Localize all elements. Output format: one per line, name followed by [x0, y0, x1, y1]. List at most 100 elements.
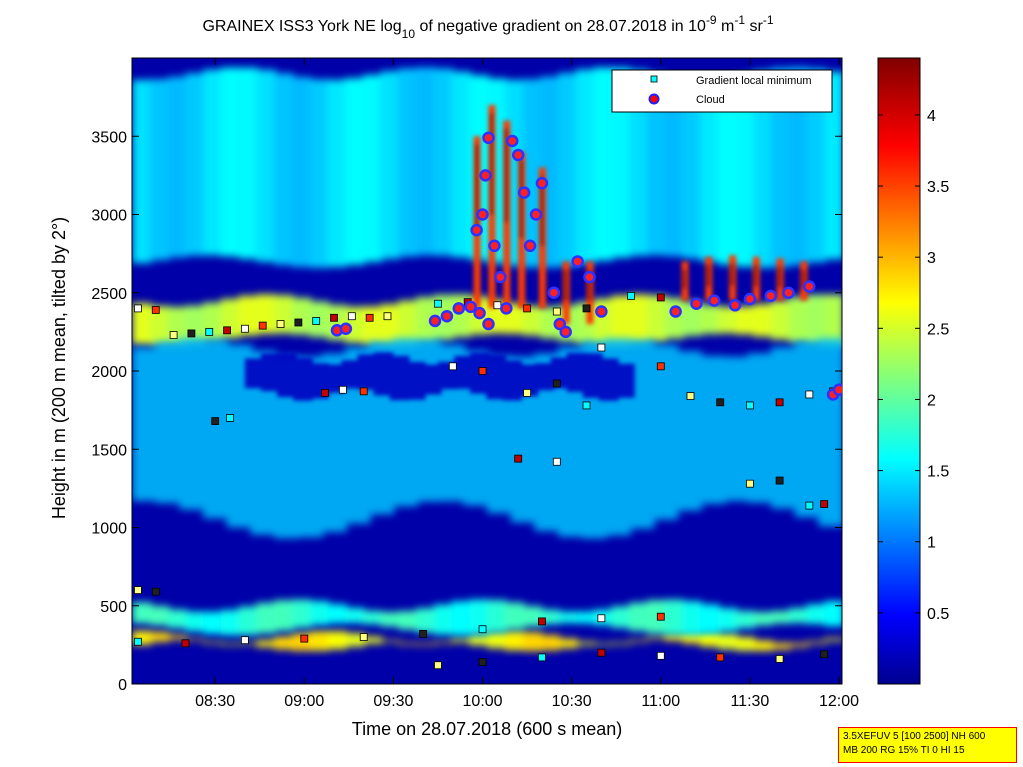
heatmap-cell: [540, 175, 544, 246]
heatmap-cell: [558, 638, 578, 649]
gradient-minimum-marker: [339, 385, 347, 394]
legend-marker-cloud: [648, 93, 660, 105]
heatmap-cell: [611, 642, 631, 645]
cloud-marker: [832, 383, 842, 397]
heatmap-cell: [398, 611, 418, 630]
gradient-minimum-marker: [347, 312, 356, 321]
cloud-marker: [595, 305, 608, 318]
heatmap-cell: [203, 641, 223, 644]
heatmap-cell: [771, 610, 791, 624]
heatmap-cell: [723, 356, 750, 501]
gradient-minimum-marker: [552, 457, 561, 466]
markers: [134, 131, 842, 670]
heatmap-cell: [291, 297, 312, 335]
heatmap-cell: [504, 602, 525, 630]
gradient-minimum-marker: [240, 636, 249, 645]
gradient-minimum-marker: [597, 648, 606, 657]
heatmap-cell: [753, 640, 773, 651]
gradient-minimum-marker: [656, 651, 665, 660]
heatmap-cell: [519, 159, 523, 239]
colorbar-tick-label: 3: [927, 250, 936, 267]
cloud-marker: [476, 208, 489, 221]
heatmap-cell: [327, 604, 347, 624]
cloud-marker: [529, 208, 543, 221]
heatmap-cell: [664, 298, 685, 339]
y-axis-label: Height in m (200 m mean, tilted by 2°): [49, 217, 69, 519]
cloud-marker: [470, 223, 483, 237]
heatmap-cell: [389, 355, 410, 401]
heatmap-cell: [167, 634, 188, 640]
gradient-minimum-marker: [223, 326, 231, 335]
heatmap-cell: [540, 634, 560, 651]
x-tick-label: 12:00: [819, 693, 859, 710]
cloud-marker: [440, 309, 454, 323]
cloud-marker: [559, 325, 572, 339]
heatmap-cell: [806, 641, 827, 644]
heatmap-cell: [700, 79, 720, 262]
x-tick-label: 09:30: [373, 693, 413, 710]
cloud-marker: [743, 292, 757, 306]
heatmap-cell: [801, 269, 805, 290]
heatmap-cell: [682, 601, 702, 636]
heatmap-cell: [309, 601, 330, 626]
heatmap-cell: [683, 269, 687, 290]
y-tick-label: 3000: [91, 208, 127, 225]
cloud-marker: [547, 286, 561, 299]
heatmap-cell: [652, 344, 679, 520]
cloud-marker: [452, 302, 466, 315]
annotation-line-1: 3.5XEFUV 5 [100 2500] NH 600: [843, 731, 986, 742]
gradient-minimum-marker: [434, 661, 442, 670]
heatmap-cell: [380, 612, 401, 627]
heatmap-cell: [451, 71, 472, 258]
heatmap-cell: [700, 604, 720, 634]
cloud-marker: [506, 134, 519, 148]
heatmap-cell: [416, 643, 436, 646]
heatmap-cell: [824, 294, 842, 346]
gradient-minimum-marker: [552, 379, 561, 388]
heatmap-cell: [256, 640, 276, 648]
heatmap-cell: [398, 642, 418, 645]
gradient-minimum-marker: [478, 367, 487, 375]
legend-label-cloud: Cloud: [696, 94, 725, 106]
heatmap-cell: [309, 79, 330, 268]
heatmap-cell: [132, 347, 158, 501]
heatmap-cell: [593, 643, 614, 646]
heatmap-cell: [291, 599, 312, 628]
cloud-marker: [669, 305, 682, 318]
heatmap-cell: [179, 338, 205, 510]
heatmap-cell: [433, 604, 454, 635]
gradient-minimum-marker: [151, 306, 160, 314]
heatmap-cell: [327, 631, 347, 650]
heatmap-cell: [735, 306, 756, 335]
heatmap-cell: [167, 609, 188, 629]
heatmap-cell: [433, 641, 454, 644]
gradient-minimum-marker: [478, 658, 487, 666]
gradient-minimum-marker: [820, 500, 829, 508]
heatmap-layer: [132, 630, 842, 652]
colorbar-tick-label: 2.5: [927, 321, 949, 338]
heatmap-cell: [558, 72, 578, 267]
heatmap-cell: [421, 364, 442, 395]
heatmap-cell: [489, 112, 493, 215]
heatmap-cell: [475, 144, 479, 231]
cloud-marker: [488, 239, 501, 253]
heatmap-cell: [132, 303, 152, 345]
heatmap-cell: [155, 341, 182, 504]
colorbar-tick-label: 3.5: [927, 179, 949, 196]
heatmap-cell: [575, 611, 596, 624]
gradient-minimum-marker: [538, 617, 546, 626]
heatmap-cell: [454, 355, 474, 389]
heatmap-cell: [611, 295, 631, 346]
heatmap-cell: [244, 358, 265, 389]
gradient-minimum-marker: [582, 304, 591, 313]
heatmap-cell: [167, 76, 188, 258]
heatmap-cell: [185, 611, 205, 632]
heatmap-cell: [149, 605, 170, 626]
cloud-marker: [690, 297, 703, 310]
gradient-minimum-marker: [169, 331, 178, 339]
cloud-marker: [728, 299, 742, 312]
gradient-minimum-marker: [656, 293, 665, 302]
gradient-minimum-marker: [330, 313, 338, 322]
heatmap-cell: [220, 609, 241, 636]
heatmap-cell: [487, 631, 507, 649]
